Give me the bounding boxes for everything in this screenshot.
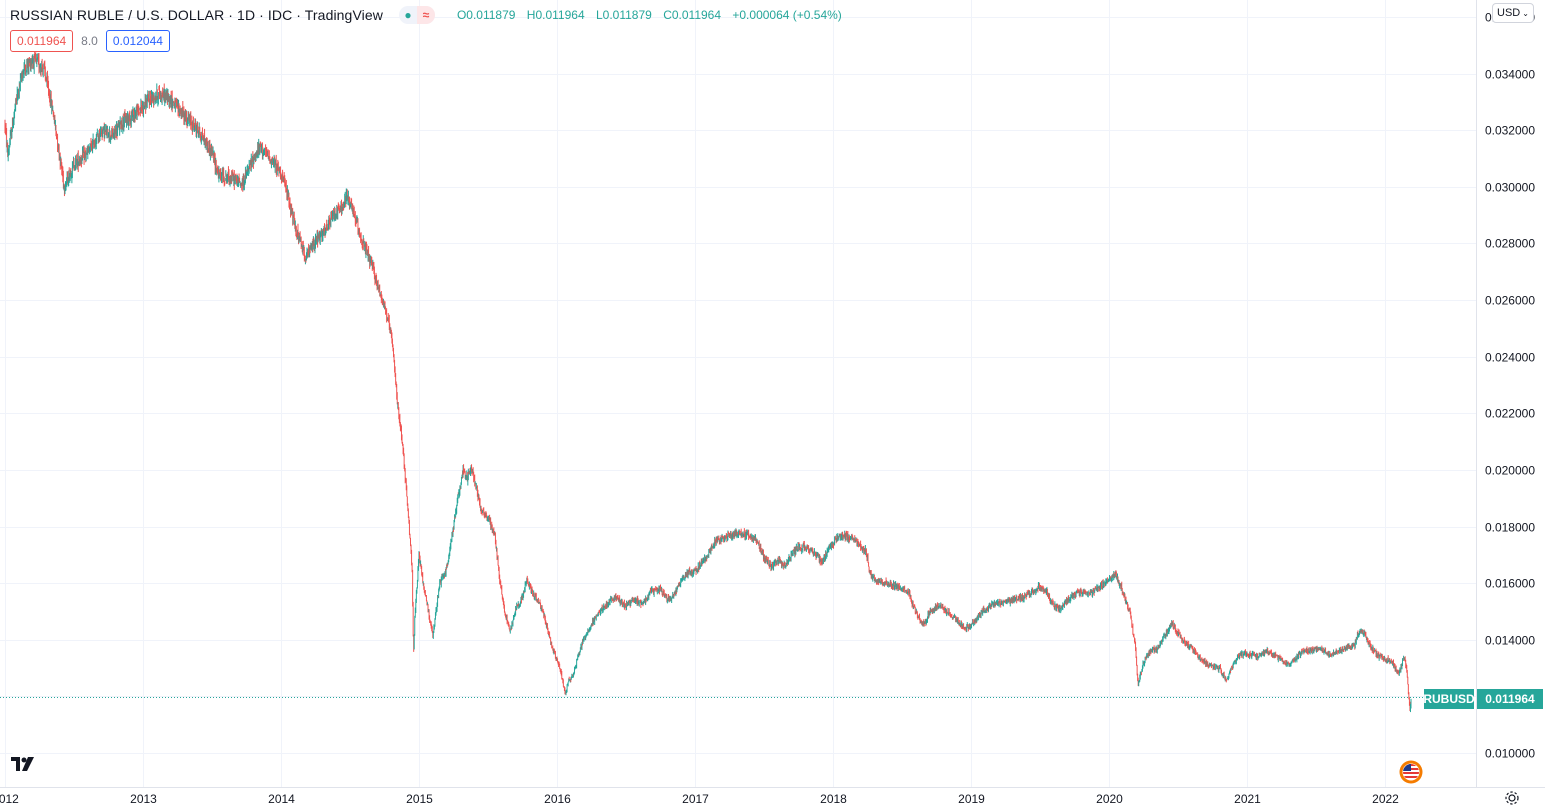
high-value: H0.011964 (526, 8, 585, 22)
time-tick-label: 2012 (0, 792, 19, 806)
chart-grid (0, 0, 1476, 787)
chart-legend: RUSSIAN RUBLE / U.S. DOLLAR · 1D · IDC ·… (10, 5, 850, 25)
time-tick-label: 2016 (544, 792, 571, 806)
sell-button[interactable]: 0.011964 (10, 30, 74, 52)
low-value: L0.011879 (595, 8, 652, 22)
buy-button[interactable]: 0.012044 (105, 30, 170, 52)
time-tick-label: 2017 (682, 792, 709, 806)
price-tick-label: 0.034000 (1485, 68, 1535, 82)
time-tick-label: 2015 (406, 792, 433, 806)
symbol-price-label: RUBUSD (1423, 689, 1475, 709)
ohlc-values: O0.011879 H0.011964 L0.011879 C0.011964 … (457, 8, 850, 22)
time-axis: 2012 2013 2014 2015 2016 2017 2018 2019 2020 2021… (0, 792, 1399, 806)
gear-icon[interactable] (1503, 789, 1521, 807)
last-price-label: 0.011964 (1477, 689, 1543, 709)
price-tick-label: 0.010000 (1485, 747, 1535, 761)
price-tick-label: 0.014000 (1485, 634, 1535, 648)
currency-dropdown[interactable]: USD ⌄ (1492, 3, 1534, 23)
price-tick-label: 0.022000 (1485, 407, 1535, 421)
price-tick-label: 0.026000 (1485, 294, 1535, 308)
time-tick-label: 2022 (1372, 792, 1399, 806)
price-tick-label: 0.018000 (1485, 521, 1535, 535)
wave-icon[interactable]: ≈ (416, 6, 435, 24)
price-axis: 0.0360000.0340000.0320000.0300000.028000… (1485, 11, 1535, 761)
legend-toggle[interactable]: ● ≈ (398, 6, 435, 24)
time-tick-label: 2019 (958, 792, 985, 806)
close-value: C0.011964 (663, 8, 722, 22)
price-tick-label: 0.020000 (1485, 464, 1535, 478)
price-tick-label: 0.032000 (1485, 124, 1535, 138)
open-value: O0.011879 (456, 8, 516, 22)
price-tick-label: 0.016000 (1485, 577, 1535, 591)
time-tick-label: 2018 (820, 792, 847, 806)
price-tick-label: 0.030000 (1485, 181, 1535, 195)
trade-buttons: 0.011964 8.0 0.012044 (10, 30, 170, 52)
price-tick-label: 0.028000 (1485, 237, 1535, 251)
change-value: +0.000064 (+0.54%) (732, 8, 842, 22)
price-tick-label: 0.024000 (1485, 351, 1535, 365)
time-tick-label: 2020 (1096, 792, 1123, 806)
us-flag-icon[interactable] (1399, 760, 1423, 784)
time-tick-label: 2021 (1234, 792, 1261, 806)
tradingview-logo-icon[interactable] (8, 750, 38, 778)
market-status-icon: ● (404, 8, 412, 22)
time-tick-label: 2013 (130, 792, 157, 806)
symbol-title[interactable]: RUSSIAN RUBLE / U.S. DOLLAR · 1D · IDC ·… (10, 7, 383, 23)
chevron-down-icon: ⌄ (1522, 8, 1529, 18)
candle-series (4, 49, 1412, 713)
spread-value: 8.0 (81, 34, 98, 48)
time-tick-label: 2014 (268, 792, 295, 806)
currency-label: USD (1497, 7, 1521, 19)
